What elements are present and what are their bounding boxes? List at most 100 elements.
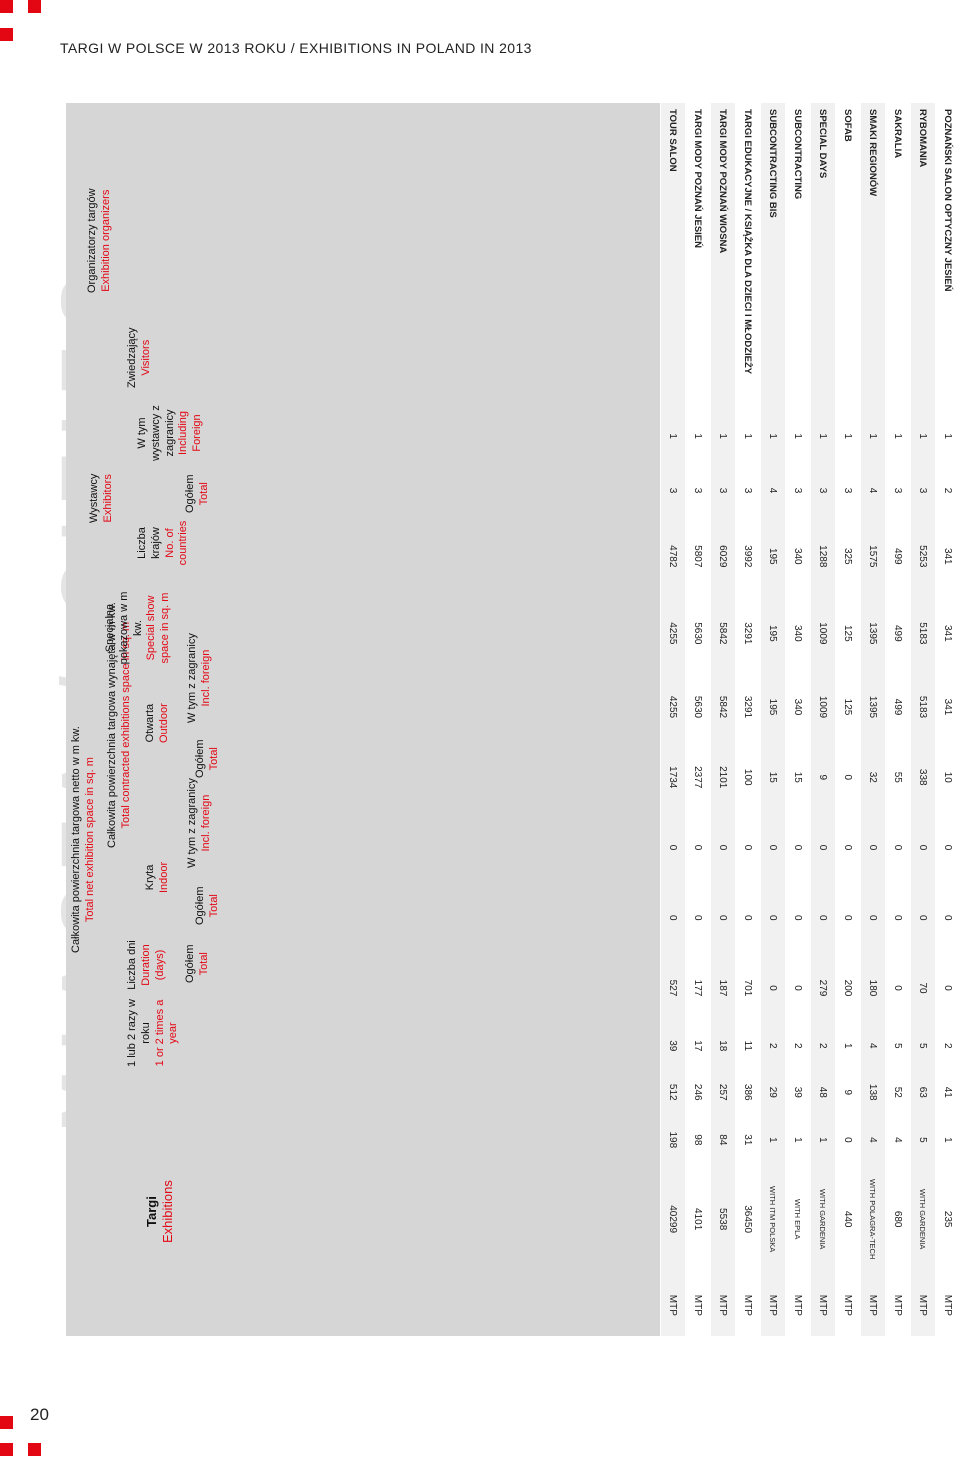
table-row: RYBOMANIA 1 3 5253 5183 5183 338 0 0 70 5 63 5 WITH G… bbox=[910, 103, 936, 1336]
cell-ind: 195 bbox=[760, 671, 786, 743]
cell-sp: 70 bbox=[910, 952, 936, 1024]
cell-ind: 125 bbox=[835, 671, 861, 743]
cell-f: 1 bbox=[785, 408, 811, 464]
cell-c: 2 bbox=[810, 1023, 836, 1069]
page-number: 20 bbox=[30, 1405, 49, 1424]
cell-f: 1 bbox=[935, 408, 960, 464]
cell-outf: 0 bbox=[910, 882, 936, 953]
header-frequency: 1 lub 2 razy w roku 1 or 2 times a year bbox=[126, 999, 180, 1067]
cell-net: 340 bbox=[785, 517, 811, 595]
cell-v: 4101 bbox=[685, 1163, 711, 1275]
cell-d: 2 bbox=[935, 463, 960, 518]
cell-indf: 15 bbox=[785, 742, 811, 813]
cell-o: MTP bbox=[910, 1274, 936, 1336]
cell-indf: 9 bbox=[810, 742, 836, 813]
corner-square bbox=[0, 1416, 13, 1429]
cell-c: 2 bbox=[935, 1023, 960, 1069]
cell-outf: 0 bbox=[760, 882, 786, 953]
cell-exf: 1 bbox=[785, 1116, 811, 1164]
header-indoor-total: Ogółem Total bbox=[194, 886, 220, 925]
cell-f: 1 bbox=[910, 408, 936, 464]
cell-v: 40299 bbox=[660, 1163, 686, 1275]
header-special-space: Specjalna pokazowa w m kw. Special show s… bbox=[104, 591, 171, 665]
header-indoor-foreign: W tym z zagranicy Incl. foreign bbox=[186, 778, 212, 868]
cell-out: 0 bbox=[885, 812, 911, 883]
header-net-space: Całkowita powierzchnia targowa netto w m… bbox=[70, 726, 96, 953]
cell-ind: 1009 bbox=[810, 671, 836, 743]
cell-ind: 5183 bbox=[910, 671, 936, 743]
cell-out: 0 bbox=[935, 812, 960, 883]
cell-net: 4782 bbox=[660, 517, 686, 595]
cell-ind: 3291 bbox=[735, 671, 761, 743]
cell-name: SUBCONTRACTING bbox=[785, 103, 811, 409]
cell-d: 3 bbox=[910, 463, 936, 518]
cell-indf: 1734 bbox=[660, 742, 686, 813]
cell-outf: 0 bbox=[835, 882, 861, 953]
cell-ex: 52 bbox=[885, 1068, 911, 1117]
cell-f: 1 bbox=[735, 408, 761, 464]
cell-c: 39 bbox=[660, 1023, 686, 1069]
cell-outf: 0 bbox=[710, 882, 736, 953]
cell-out: 0 bbox=[910, 812, 936, 883]
cell-net: 341 bbox=[935, 517, 960, 595]
cell-c: 5 bbox=[885, 1023, 911, 1069]
cell-name: SPECIAL DAYS bbox=[810, 103, 836, 409]
header-outdoor-foreign: W tym z zagranicy Incl. foreign bbox=[186, 633, 212, 723]
cell-ex: 138 bbox=[860, 1068, 886, 1117]
cell-ind: 340 bbox=[785, 671, 811, 743]
cell-ex: 39 bbox=[785, 1068, 811, 1117]
cell-ex: 512 bbox=[660, 1068, 686, 1117]
table-row: SPECIAL DAYS 1 3 1288 1009 1009 9 0 0 279 2 48 1 WITH… bbox=[810, 103, 836, 1336]
cell-net: 1288 bbox=[810, 517, 836, 595]
cell-o: MTP bbox=[785, 1274, 811, 1336]
cell-outf: 0 bbox=[935, 882, 960, 953]
cell-sp: 527 bbox=[660, 952, 686, 1024]
cell-outf: 0 bbox=[885, 882, 911, 953]
header-duration: Liczba dni Duration (days) bbox=[126, 940, 166, 990]
cell-sp: 701 bbox=[735, 952, 761, 1024]
header-net-total: Ogółem Total bbox=[184, 944, 210, 983]
header-outdoor-total: Ogółem Total bbox=[194, 739, 220, 778]
table-row: TARGI MODY POZNAŃ WIOSNA 1 3 6029 5842 5842 21… bbox=[710, 103, 736, 1336]
cell-f: 1 bbox=[685, 408, 711, 464]
cell-out: 0 bbox=[735, 812, 761, 883]
cell-o: MTP bbox=[860, 1274, 886, 1336]
cell-name: SOFAB bbox=[835, 103, 861, 409]
cell-tot: 125 bbox=[835, 594, 861, 672]
cell-v: 680 bbox=[885, 1163, 911, 1275]
cell-ind: 5842 bbox=[710, 671, 736, 743]
cell-exf: 1 bbox=[935, 1116, 960, 1164]
cell-f: 1 bbox=[810, 408, 836, 464]
table-row: SMAKI REGIONÓW 1 4 1575 1395 1395 32 0 0 180 4 138 4… bbox=[860, 103, 886, 1336]
cell-ex: 41 bbox=[935, 1068, 960, 1117]
cell-exf: 4 bbox=[885, 1116, 911, 1164]
cell-exf: 84 bbox=[710, 1116, 736, 1164]
cell-f: 1 bbox=[835, 408, 861, 464]
cell-o: MTP bbox=[935, 1274, 960, 1336]
cell-v: 5538 bbox=[710, 1163, 736, 1275]
cell-d: 4 bbox=[860, 463, 886, 518]
table-row: TARGI EDUKACYJNE / KSIĄŻKA DLA DZIECI I … bbox=[735, 103, 761, 1336]
cell-net: 5807 bbox=[685, 517, 711, 595]
cell-v: WITH ITM POLSKA bbox=[760, 1163, 786, 1275]
cell-indf: 2377 bbox=[685, 742, 711, 813]
cell-tot: 5842 bbox=[710, 594, 736, 672]
header-outdoor: Otwarta Outdoor bbox=[144, 703, 170, 743]
cell-c: 5 bbox=[910, 1023, 936, 1069]
header-organizers: Organizatorzy targów Exhibition organizer… bbox=[86, 188, 112, 293]
cell-sp: 0 bbox=[785, 952, 811, 1024]
cell-out: 0 bbox=[660, 812, 686, 883]
cell-out: 0 bbox=[785, 812, 811, 883]
table-row: POZNAŃSKI SALON OPTYCZNY JESIEŃ 1 2 341 341 3… bbox=[935, 103, 960, 1336]
cell-indf: 55 bbox=[885, 742, 911, 813]
header-indoor: Kryta Indoor bbox=[144, 861, 170, 893]
cell-d: 3 bbox=[810, 463, 836, 518]
cell-ex: 48 bbox=[810, 1068, 836, 1117]
cell-v: 440 bbox=[835, 1163, 861, 1275]
cell-sp: 0 bbox=[760, 952, 786, 1024]
cell-indf: 2101 bbox=[710, 742, 736, 813]
cell-f: 1 bbox=[860, 408, 886, 464]
cell-ex: 257 bbox=[710, 1068, 736, 1117]
cell-c: 17 bbox=[685, 1023, 711, 1069]
cell-d: 3 bbox=[710, 463, 736, 518]
